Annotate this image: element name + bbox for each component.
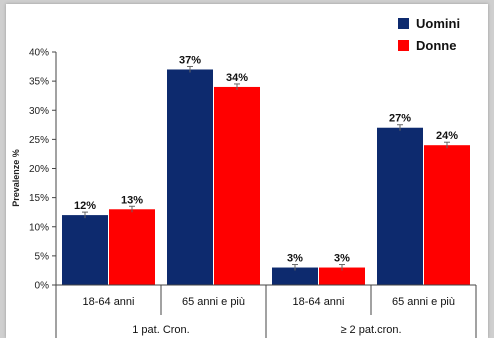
- bar-donne: [109, 209, 155, 285]
- legend-label: Donne: [416, 38, 456, 53]
- bars: [62, 65, 470, 285]
- y-tick-label: 40%: [29, 48, 49, 59]
- data-labels: 12% 13% 37% 34% 3% 3% 27% 24%: [74, 54, 458, 264]
- bar-uomini: [377, 127, 423, 285]
- legend: Uomini Donne: [398, 16, 460, 53]
- data-label: 27%: [389, 113, 411, 125]
- bar-uomini: [62, 215, 108, 285]
- legend-swatch-donne: [398, 40, 409, 51]
- category-label: 65 anni e più: [392, 296, 455, 308]
- y-tick-label: 15%: [29, 193, 49, 204]
- bar-uomini: [272, 267, 318, 285]
- category-label: 18-64 anni: [83, 296, 135, 308]
- legend-swatch-uomini: [398, 18, 409, 29]
- category-label: 18-64 anni: [293, 296, 345, 308]
- data-label: 37%: [179, 54, 201, 66]
- data-label: 12%: [74, 200, 96, 212]
- chart-frame: 0% 5% 10% 15% 20% 25% 30% 35% 40% 12% 13% 37% 34% 3%…: [6, 4, 488, 338]
- bar-donne: [424, 145, 470, 285]
- y-tick-label: 0%: [35, 281, 50, 292]
- y-tick-label: 20%: [29, 164, 49, 175]
- data-label: 3%: [334, 253, 350, 265]
- category-label: 65 anni e più: [182, 296, 245, 308]
- data-label: 3%: [287, 253, 303, 265]
- y-tick-label: 25%: [29, 135, 49, 146]
- bar-uomini: [167, 69, 213, 285]
- y-axis-title: Prevalenze %: [11, 149, 21, 207]
- data-label: 24%: [436, 130, 458, 142]
- bar-chart: 0% 5% 10% 15% 20% 25% 30% 35% 40% 12% 13% 37% 34% 3%…: [11, 16, 477, 338]
- bar-donne: [214, 86, 260, 285]
- y-tick-label: 10%: [29, 222, 49, 233]
- group-label: 1 pat. Cron.: [132, 324, 189, 336]
- bar-donne: [319, 267, 365, 285]
- y-tick-label: 30%: [29, 106, 49, 117]
- data-label: 34%: [226, 72, 248, 84]
- legend-label: Uomini: [416, 16, 460, 31]
- data-label: 13%: [121, 194, 143, 206]
- group-label: ≥ 2 pat.cron.: [340, 324, 401, 336]
- y-axis: 0% 5% 10% 15% 20% 25% 30% 35% 40%: [29, 48, 57, 292]
- y-tick-label: 35%: [29, 77, 49, 88]
- y-tick-label: 5%: [35, 251, 50, 262]
- x-axis: 18-64 anni 65 anni e più 18-64 anni 65 anni…: [55, 284, 477, 338]
